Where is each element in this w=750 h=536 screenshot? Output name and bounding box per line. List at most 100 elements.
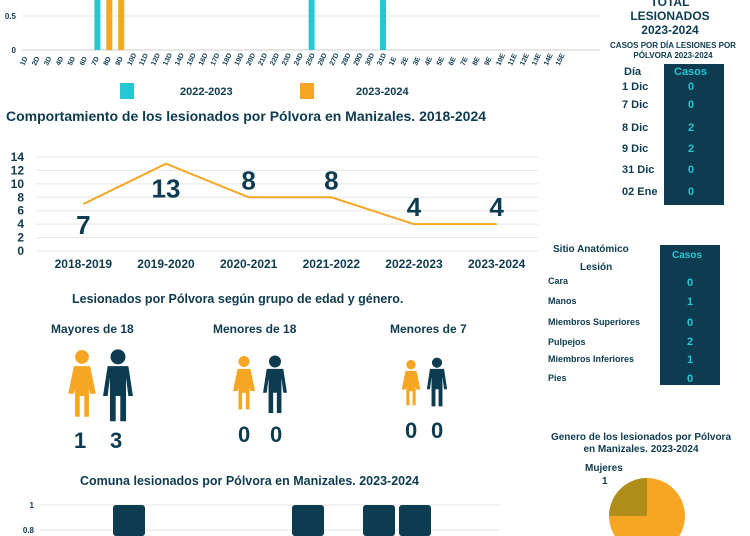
female-icon xyxy=(401,360,421,406)
site-header-2: Lesión xyxy=(580,262,613,273)
x-tick-label: 26D xyxy=(317,52,329,67)
female-icon xyxy=(232,356,256,410)
data-label: 13 xyxy=(152,174,181,204)
site-cases-column xyxy=(660,245,720,385)
data-label: 4 xyxy=(407,192,422,222)
pie-value: 1 xyxy=(602,476,608,487)
x-tick-label: 23D xyxy=(281,52,293,67)
x-tick-label: 30D xyxy=(365,52,377,67)
comuna-bar xyxy=(363,505,395,536)
male-icon xyxy=(263,355,287,414)
x-tick-label: 13E xyxy=(531,52,543,67)
x-tick-label: 7D xyxy=(91,56,101,67)
x-tick-label: 1D xyxy=(19,56,29,67)
people-icons xyxy=(68,349,448,422)
daily-bar-chart: 1D 2D 3D 4D 5D 6D 7D 8D 9D 10D 11D 12D 13D 14D 15D 16D 1… xyxy=(5,0,600,67)
legend-swatch-2022-2023 xyxy=(120,83,134,99)
site-label: Miembros Inferiores xyxy=(548,354,635,364)
day-label: 31 Dic xyxy=(622,164,655,176)
x-tick-label: 2022-2023 xyxy=(385,257,443,271)
site-label: Pies xyxy=(548,373,567,383)
data-label: 4 xyxy=(489,192,504,222)
site-label: Pulpejos xyxy=(548,337,586,347)
x-tick-label: 17D xyxy=(210,52,222,67)
trend-chart-title: Comportamiento de los lesionados por Pól… xyxy=(6,108,487,124)
x-tick-label: 27D xyxy=(329,52,341,67)
male-count: 0 xyxy=(270,422,283,447)
day-label: 02 Ene xyxy=(622,186,658,198)
comuna-chart-title: Comuna lesionados por Pólvora en Manizal… xyxy=(80,474,420,488)
site-cases: 0 xyxy=(687,317,694,329)
daily-bar-2022-2023 xyxy=(308,0,315,50)
legend-label-2023-2024: 2023-2024 xyxy=(356,86,409,98)
y-tick-label: 2 xyxy=(17,231,24,245)
x-tick-label: 11D xyxy=(138,53,150,67)
x-tick-label: 7E xyxy=(460,56,470,67)
day-cases-column xyxy=(664,64,724,205)
male-count: 3 xyxy=(110,428,123,453)
data-label: 7 xyxy=(76,210,90,240)
x-tick-label: 20D xyxy=(246,52,258,67)
x-tick-label: 22D xyxy=(269,52,281,67)
gender-chart-title: Genero de los lesionados por Pólvora en … xyxy=(536,432,746,456)
day-cases: 0 xyxy=(688,99,695,111)
cases-header: Casos xyxy=(674,66,708,78)
pie-slice xyxy=(609,478,647,516)
day-label: 9 Dic xyxy=(622,143,649,155)
day-cases: 0 xyxy=(688,186,695,198)
x-tick-label: 3E xyxy=(412,56,422,67)
y-tick-label: 0 xyxy=(17,244,24,258)
x-tick-label: 3D xyxy=(43,56,53,67)
x-tick-label: 4E xyxy=(424,56,434,67)
day-table-title: CASOS POR DÍA LESIONES POR PÓLVORA 2023-… xyxy=(598,41,748,61)
trend-series-line xyxy=(82,162,497,226)
x-tick-label: 10E xyxy=(495,52,507,67)
day-cases: 2 xyxy=(688,122,695,134)
day-cases: 2 xyxy=(688,143,695,155)
x-tick-label: 11E xyxy=(507,53,519,67)
x-tick-label: 2D xyxy=(31,56,41,67)
comuna-bar xyxy=(292,505,324,536)
female-icon xyxy=(68,350,96,417)
y-tick-label: 6 xyxy=(17,204,24,218)
male-icon xyxy=(426,357,448,407)
comuna-bar xyxy=(399,505,431,536)
x-tick-label: 8D xyxy=(103,56,113,67)
pie-label: Mujeres xyxy=(585,463,623,474)
x-tick-label: 4D xyxy=(55,56,65,67)
day-table-title-line1: CASOS POR DÍA LESIONES POR xyxy=(610,41,736,50)
site-label: Manos xyxy=(548,296,577,306)
day-header: Día xyxy=(624,66,642,78)
x-tick-label: 2E xyxy=(400,56,410,67)
y-tick-label: 10 xyxy=(11,177,25,191)
total-title: TOTAL LESIONADOS 2023-2024 xyxy=(615,0,725,37)
total-title-line2: 2023-2024 xyxy=(641,23,699,37)
age-group-label: Menores de 7 xyxy=(390,322,467,336)
age-group-label: Menores de 18 xyxy=(213,322,297,336)
legend-swatch-2023-2024 xyxy=(300,83,314,99)
x-tick-label: 14D xyxy=(174,52,186,67)
day-cases: 0 xyxy=(688,164,695,176)
daily-bar-2022-2023 xyxy=(94,0,101,50)
x-tick-label: 31D xyxy=(376,52,388,67)
data-label: 8 xyxy=(241,165,255,195)
site-header: Sitio Anatómico xyxy=(553,244,629,255)
male-icon xyxy=(103,349,133,422)
x-tick-label: 21D xyxy=(257,52,269,67)
x-tick-label: 8E xyxy=(472,56,482,67)
comuna-bar-chart: 1 0.8 xyxy=(23,501,500,536)
x-tick-label: 19D xyxy=(234,52,246,67)
x-tick-label: 6E xyxy=(448,56,458,67)
x-tick-label: 5D xyxy=(67,56,77,67)
x-tick-label: 13D xyxy=(162,52,174,67)
age-group-label: Mayores de 18 xyxy=(51,322,134,336)
site-cases: 0 xyxy=(687,277,694,289)
daily-bar-2023-2024 xyxy=(106,0,113,50)
day-table-title-line2: PÓLVORA 2023-2024 xyxy=(633,51,713,60)
y-tick-label: 14 xyxy=(11,150,25,164)
x-tick-label: 12D xyxy=(150,52,162,67)
x-tick-label: 28D xyxy=(341,52,353,67)
y-tick-label: 0.8 xyxy=(23,526,35,535)
gender-title-line1: Genero de los lesionados por Pólvora xyxy=(550,432,732,443)
